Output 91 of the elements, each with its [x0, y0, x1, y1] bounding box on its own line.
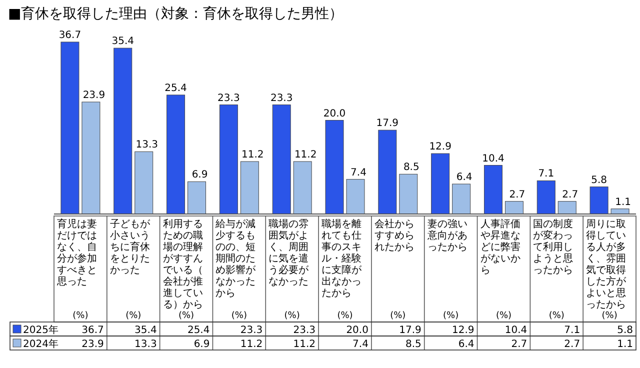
- data-label: 7.4: [352, 339, 368, 350]
- bar: [325, 120, 344, 214]
- bar: [219, 104, 238, 214]
- data-label: 36.7: [82, 325, 104, 336]
- x-tick-label: 職場を離れても仕事のスキル・経験に支障が出なかったから: [322, 218, 363, 299]
- bar: [484, 165, 502, 214]
- bar: [452, 184, 471, 214]
- x-tick-label: 国の制度が変わって利用しようと思ったから: [533, 218, 574, 276]
- text: 25.4: [164, 82, 187, 94]
- text: 23.3: [218, 92, 240, 104]
- bar: [558, 201, 576, 214]
- x-tick-label: 利用するための職場の理解がすすんでいる（会社が推進している）から: [162, 218, 203, 310]
- data-label: 35.4: [134, 325, 157, 336]
- text: 2.7: [562, 189, 578, 200]
- text: 12.9: [429, 142, 452, 153]
- text: 7.1: [538, 168, 554, 180]
- bar: [166, 94, 186, 214]
- bar: [346, 179, 365, 214]
- data-label: 1.1: [617, 339, 633, 350]
- bar: [272, 104, 291, 214]
- text: (%): [548, 311, 564, 321]
- text: 11.2: [294, 150, 317, 161]
- legend-label: 2024年: [23, 338, 58, 350]
- chart-title: ■育休を取得した理由（対象：育休を取得した男性）: [8, 5, 344, 22]
- text: 5.8: [591, 174, 608, 186]
- data-label: 11.2: [240, 339, 263, 350]
- text: (%): [231, 311, 247, 321]
- data-label: 6.9: [194, 339, 210, 350]
- text: (%): [337, 311, 353, 321]
- legend-label: 2025年: [23, 324, 58, 336]
- data-label: 17.9: [399, 325, 422, 336]
- data-label: 23.3: [293, 325, 316, 336]
- x-tick-label: 職場の雰囲気がよく、周囲に気を遣う必要がなかった: [268, 218, 310, 288]
- data-label: 10.4: [504, 325, 528, 336]
- text: 23.3: [270, 92, 293, 104]
- text: 8.5: [403, 162, 420, 174]
- data-label: 2.7: [564, 339, 580, 350]
- data-label: 23.3: [240, 325, 263, 336]
- bar: [114, 48, 132, 214]
- text: 17.9: [376, 118, 399, 130]
- x-tick-label: 妻の強い意向があったから: [426, 218, 468, 253]
- bar: [82, 102, 100, 214]
- bar: [536, 180, 556, 214]
- bar: [590, 186, 608, 214]
- text: 1.1: [615, 196, 631, 208]
- text: (%): [602, 311, 618, 321]
- data-label: 6.4: [458, 339, 474, 350]
- x-tick-label: 会社からすすめられたから: [374, 218, 414, 253]
- data-label: 8.5: [405, 339, 422, 350]
- text: (%): [126, 311, 142, 321]
- text: 35.4: [112, 36, 134, 48]
- text: (%): [390, 311, 406, 321]
- x-tick-label: 周りに取得している人が多く、雰囲気で取得した方がよいと思ったから: [586, 219, 628, 310]
- text: 11.2: [242, 150, 264, 161]
- bar: [134, 151, 154, 214]
- text: 36.7: [58, 30, 82, 41]
- text: 7.4: [350, 167, 366, 178]
- text: 10.4: [482, 153, 504, 164]
- x-tick-label: 給与が減少するものの、短期間のため影響がなかったから: [214, 218, 257, 299]
- data-label: 7.1: [564, 325, 580, 336]
- bar: [240, 161, 259, 214]
- text: (%): [496, 311, 512, 321]
- data-label: 20.0: [346, 325, 368, 336]
- text: 6.9: [192, 170, 208, 181]
- text: 6.4: [456, 172, 472, 184]
- text: 23.9: [82, 90, 106, 101]
- x-tick-label: 人事評価や昇進などに弊害がないから: [480, 218, 520, 276]
- data-label: 13.3: [134, 339, 157, 350]
- text: 2.7: [509, 189, 526, 200]
- x-tick-label: 育児は妻だけではなく、自分が参加すべきと思った: [56, 218, 97, 288]
- bar: [610, 208, 630, 214]
- text: (%): [443, 311, 459, 321]
- x-tick-label: 子どもが小さいうちに育休をとりたかった: [110, 219, 151, 276]
- text: (%): [178, 311, 194, 321]
- text: 13.3: [136, 140, 158, 151]
- data-label: 25.4: [187, 325, 210, 336]
- data-label: 23.9: [82, 339, 104, 350]
- data-label: 11.2: [293, 339, 316, 350]
- data-label: 12.9: [452, 325, 474, 336]
- bar: [378, 130, 397, 214]
- bar: [431, 153, 450, 214]
- bar: [60, 42, 80, 214]
- data-label: 5.8: [617, 325, 633, 336]
- text: (%): [72, 311, 88, 321]
- bar: [188, 181, 206, 214]
- text: (%): [284, 311, 300, 321]
- bar: [293, 161, 312, 214]
- data-label: 2.7: [511, 339, 528, 350]
- text: 20.0: [323, 108, 346, 120]
- bar: [504, 201, 524, 214]
- bar: [399, 174, 418, 214]
